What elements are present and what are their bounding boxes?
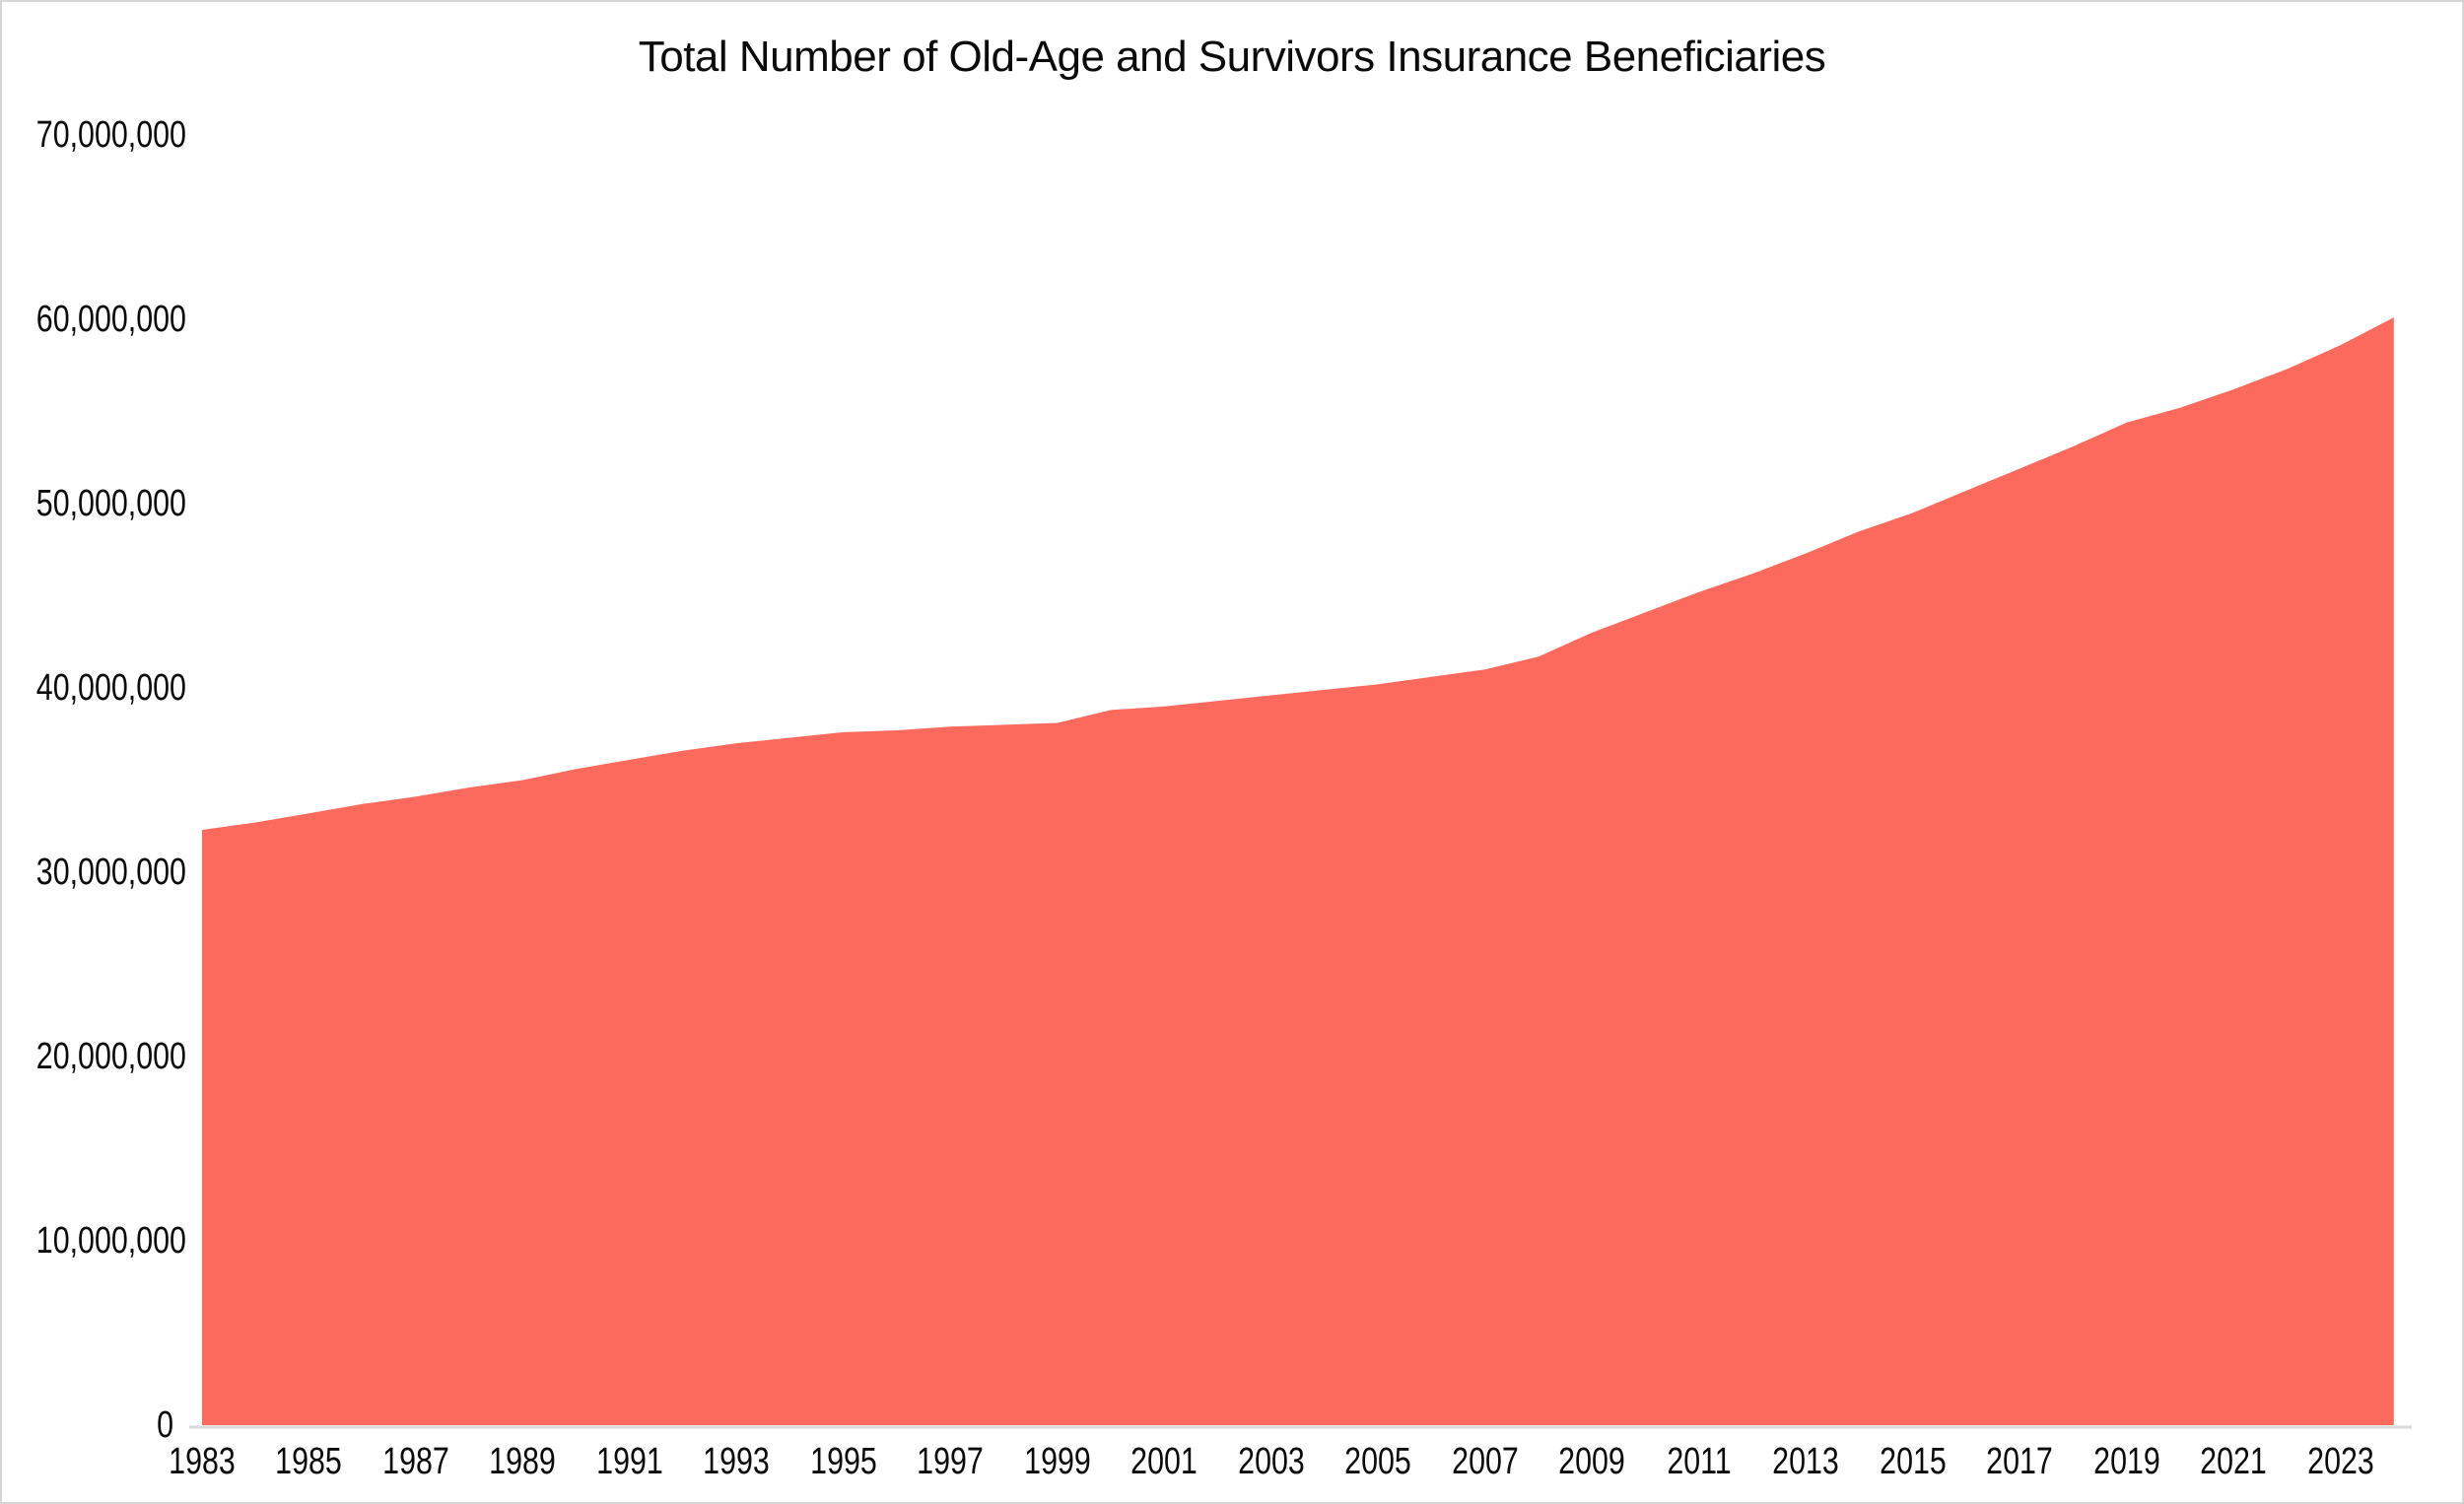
area-series-beneficiaries bbox=[202, 317, 2394, 1426]
y-tick-label: 70,000,000 bbox=[35, 114, 186, 156]
chart-title: Total Number of Old-Age and Survivors In… bbox=[638, 33, 1826, 81]
x-tick-label: 2009 bbox=[1558, 1441, 1626, 1482]
y-tick-label: 50,000,000 bbox=[35, 483, 186, 524]
y-tick-label: 30,000,000 bbox=[35, 852, 186, 893]
x-tick-label: 2007 bbox=[1451, 1441, 1519, 1482]
y-tick-label: 10,000,000 bbox=[35, 1220, 186, 1262]
x-tick-label: 1997 bbox=[917, 1441, 985, 1482]
x-tick-label: 2005 bbox=[1344, 1441, 1412, 1482]
x-tick-label: 2019 bbox=[2092, 1441, 2160, 1482]
x-tick-label: 1991 bbox=[596, 1441, 663, 1482]
y-tick-label: 40,000,000 bbox=[35, 667, 186, 709]
x-tick-label: 2013 bbox=[1772, 1441, 1839, 1482]
x-tick-label: 2015 bbox=[1879, 1441, 1947, 1482]
x-tick-label: 2003 bbox=[1237, 1441, 1305, 1482]
x-tick-label: 2021 bbox=[2200, 1441, 2267, 1482]
x-tick-label: 1999 bbox=[1024, 1441, 1091, 1482]
x-tick-label: 1985 bbox=[275, 1441, 343, 1482]
x-tick-label: 1993 bbox=[703, 1441, 771, 1482]
y-tick-label: 20,000,000 bbox=[35, 1036, 186, 1077]
x-tick-label: 2001 bbox=[1130, 1441, 1198, 1482]
x-tick-label: 1995 bbox=[810, 1441, 877, 1482]
x-tick-label: 1983 bbox=[169, 1441, 236, 1482]
x-tick-label: 1989 bbox=[489, 1441, 557, 1482]
y-tick-label: 60,000,000 bbox=[35, 299, 186, 340]
x-tick-label: 1987 bbox=[382, 1441, 449, 1482]
x-tick-label: 2023 bbox=[2306, 1441, 2374, 1482]
x-tick-label: 2017 bbox=[1986, 1441, 2053, 1482]
x-tick-label: 2011 bbox=[1667, 1441, 1732, 1482]
y-tick-label: 0 bbox=[157, 1404, 173, 1446]
